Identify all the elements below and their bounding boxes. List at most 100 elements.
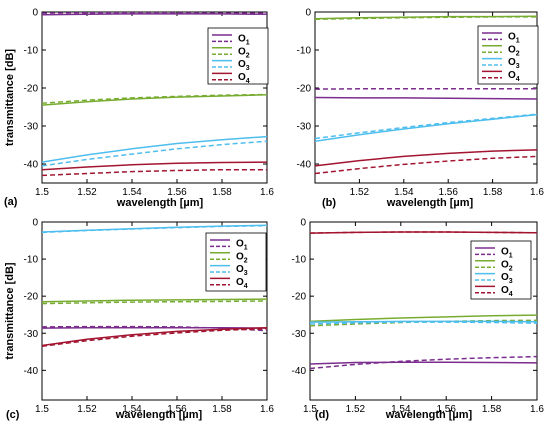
legend-box [470,240,532,300]
legend-label-o4: O4 [508,70,520,83]
x-tick-label: 1.56 [167,187,187,198]
legend-box [477,25,539,85]
x-tick-label: 1.54 [122,187,142,198]
x-tick-label: 1.6 [260,187,274,198]
legend-label-o4: O4 [238,72,250,85]
legend-label-o1: O1 [238,34,250,47]
x-tick-label: 1.56 [438,187,458,198]
legend-box [205,232,267,292]
y-tick-label: -30 [297,122,312,133]
y-tick-label: -10 [292,255,307,266]
x-tick-label: 1.56 [436,404,456,415]
series-line-o4-solid [314,149,538,167]
x-tick-label: 1.54 [391,404,411,415]
x-tick-label: 1.58 [483,187,503,198]
series-line-o3-dashed [314,113,538,140]
series-line-o1-solid [41,13,268,16]
x-axis-label: wavelength [µm] [385,409,473,421]
y-tick-label: -30 [24,329,39,340]
series-line-o2-dashed [41,93,268,104]
y-tick-label: -20 [24,292,39,303]
x-tick-label: 1.54 [394,187,414,198]
x-axis-label: wavelength [µm] [115,409,203,421]
x-tick-label: 1.52 [346,404,366,415]
series-line-o2-solid [41,298,268,303]
y-tick-label: 0 [32,218,38,229]
legend-label-o4: O4 [501,285,513,298]
x-tick-label: 1.52 [77,404,97,415]
y-axis-label: transmittance [dB] [4,49,16,147]
series-line-o1-solid [309,361,538,365]
series-line-o4-dashed [41,328,268,347]
legend-box [207,27,269,85]
legend-label-o2: O2 [501,259,513,272]
x-tick-label: 1.52 [77,187,97,198]
x-axis-label: wavelength [µm] [386,197,474,209]
legend-label-o4: O4 [236,277,248,290]
series-line-o2-solid [309,314,538,323]
series-line-o4-dashed [314,155,538,175]
x-tick-label: 1.52 [350,187,370,198]
y-tick-label: -40 [24,366,39,377]
y-tick-label: -30 [24,122,39,133]
legend-label-o2: O2 [508,44,520,57]
panel-label: (d) [315,409,329,421]
series-line-o4-solid [41,161,268,171]
legend-label-o2: O2 [236,251,248,264]
y-tick-label: -40 [24,160,39,171]
panel-label: (c) [6,409,20,421]
legend-label-o1: O1 [501,247,513,260]
series-line-o2-dashed [314,16,537,20]
x-tick-label: 1.5 [303,404,317,415]
x-tick-label: 1.58 [212,404,232,415]
series-line-o4-dashed [41,168,267,177]
panel-b: 1.52 1.54 1.56 1.58 1.6 0 -10 -20 -30 -40 O1O2O3O4… [297,8,545,210]
y-tick-label: -10 [24,255,39,266]
y-tick-label: -40 [292,366,307,377]
series-line-o3-dashed [41,224,268,234]
panel-c: 1.5 1.52 1.54 1.56 1.58 1.60-10-20-30-40O1O2O… [4,218,274,422]
x-tick-label: 1.5 [35,187,49,198]
series-line-o3-dashed [41,140,268,167]
x-tick-label: 1.56 [167,404,187,415]
series-line-o1-dashed [309,355,538,370]
y-tick-label: 0 [32,8,38,19]
y-tick-label: -20 [292,292,307,303]
x-tick-label: 1.58 [212,187,232,198]
legend-label-o1: O1 [508,32,520,45]
y-tick-label: -10 [297,46,312,57]
y-tick-label: 0 [305,8,311,19]
y-tick-label: -20 [297,84,312,95]
panel-a: 1.5 1.52 1.54 1.56 1.58 1.60-10-20-30-40O1O2O… [4,8,274,210]
series-line-o1-solid [314,96,538,100]
series-line-o3-dashed [309,321,538,325]
legend-label-o2: O2 [238,46,250,59]
y-tick-label: -30 [292,329,307,340]
x-tick-label: 1.54 [122,404,142,415]
panel-label: (a) [4,196,18,208]
y-tick-label: -10 [24,46,39,57]
series-line-o4-dashed [309,231,538,234]
panel-d: 1.5 1.52 1.54 1.56 1.58 1.60-10-20-30-40O1O2O… [292,218,545,422]
y-tick-label: -40 [297,160,312,171]
legend-label-o1: O1 [236,239,248,252]
legend-label-o3: O3 [236,264,248,277]
x-tick-label: 1.58 [482,404,502,415]
x-tick-label: 1.5 [35,404,49,415]
series-line-o4-solid [41,326,268,347]
y-axis-label: transmittance [dB] [4,262,16,360]
x-axis-label: wavelength [µm] [116,197,204,209]
y-tick-label: -20 [24,84,39,95]
legend-label-o3: O3 [238,59,250,72]
series-line-o3-solid [41,135,268,163]
legend-label-o3: O3 [508,57,520,70]
x-tick-label: 1.6 [260,404,274,415]
panel-label: (b) [322,197,336,209]
y-tick-label: 0 [300,218,306,229]
x-tick-label: 1.6 [530,187,544,198]
